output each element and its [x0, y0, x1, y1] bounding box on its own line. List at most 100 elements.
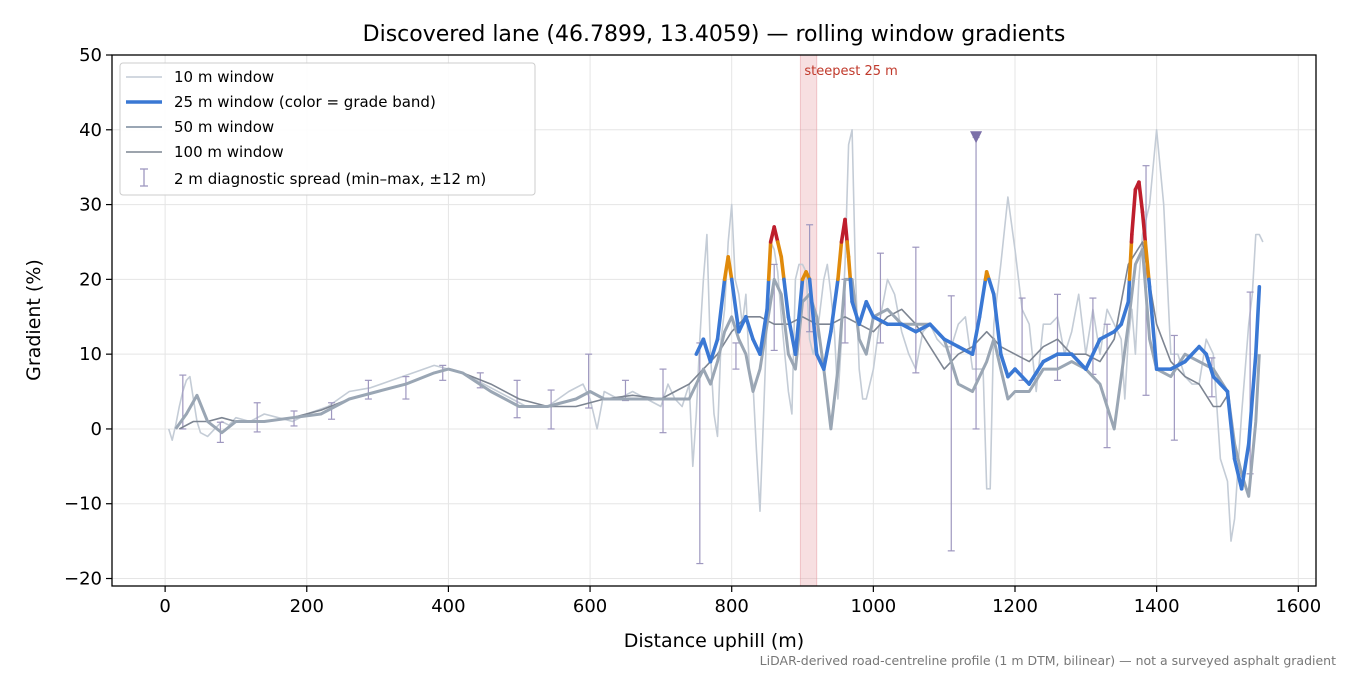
series-25m-segment [1254, 285, 1262, 356]
plot-frame [111, 54, 1317, 587]
y-tick-label: −20 [64, 569, 102, 590]
y-tick-label: 10 [79, 344, 102, 365]
series-25m-segment [775, 240, 784, 259]
series-25m-segment [1147, 285, 1159, 371]
series-25m-segment [899, 322, 918, 334]
legend-label-errorbar: 2 m diagnostic spread (min–max, ±12 m) [174, 170, 486, 188]
y-axis: −20 −10 0 10 20 30 40 50 [64, 45, 112, 590]
x-tick-label: 1400 [1134, 596, 1180, 617]
legend-swatch-errorbar [140, 168, 148, 187]
series-25m-segment [970, 314, 982, 356]
series-25m-segment [807, 277, 819, 356]
error-bar [912, 246, 920, 374]
peak-marker-triangle [970, 131, 983, 144]
x-tick-label: 200 [290, 596, 324, 617]
error-bar [253, 402, 261, 433]
error-bar [585, 353, 593, 409]
error-bar [402, 375, 410, 400]
series-25m-segment [864, 300, 876, 319]
error-bar [732, 342, 740, 370]
series-25m-segment [1169, 359, 1187, 371]
x-tick-label: 0 [159, 596, 170, 617]
y-tick-label: −10 [64, 494, 102, 515]
x-tick-label: 1000 [850, 596, 896, 617]
series-25m-segment [1239, 442, 1251, 491]
series-25m-segment [843, 217, 849, 244]
series-25m-segment [914, 322, 932, 334]
x-tick-label: 1600 [1275, 596, 1321, 617]
legend-box [119, 62, 536, 196]
series-25m-segment [772, 225, 780, 244]
y-tick-label: 50 [79, 45, 102, 66]
series-25m-segment [1140, 210, 1148, 244]
series-25m-segment [977, 277, 988, 319]
series-25m-segment [821, 329, 833, 371]
series-25m-segment [956, 344, 975, 356]
y-tick-label: 40 [79, 120, 102, 141]
error-bar [547, 389, 555, 430]
series-25m-segment [1098, 329, 1116, 341]
x-tick-label: 600 [573, 596, 607, 617]
series-25m-segment [1232, 457, 1244, 491]
series-25m-segment [1069, 352, 1088, 371]
x-tick-label: 1200 [992, 596, 1038, 617]
series-25m-segment [1246, 352, 1258, 446]
series-25m-segment [782, 277, 791, 319]
series-25m-segment [836, 240, 844, 282]
series-25m-segment [708, 337, 720, 364]
error-bar [1053, 293, 1061, 381]
chart-title: Discovered lane (46.7899, 13.4059) — rol… [363, 22, 1066, 47]
steepest-span-label: steepest 25 m [804, 64, 897, 79]
y-tick-label: 30 [79, 195, 102, 216]
series-25m-segment [1204, 352, 1216, 379]
legend-label-100m: 100 m window [174, 143, 284, 161]
series-25m-segment [766, 240, 773, 282]
series-25m-segment [736, 314, 748, 334]
legend-label-25m: 25 m window (color = grade band) [174, 93, 436, 111]
series-25m-segment [793, 277, 805, 356]
error-bar [364, 379, 372, 400]
series-25m-segment [871, 314, 890, 327]
series-25m-segment [701, 337, 713, 364]
footnote: LiDAR-derived road-centreline profile (1… [760, 653, 1336, 668]
legend-label-10m: 10 m window [174, 68, 274, 86]
series-25m-segment [1127, 240, 1134, 282]
series-25m-segment [779, 255, 786, 282]
legend-label-50m: 50 m window [174, 118, 274, 136]
series-25m-segment [1027, 359, 1046, 386]
y-axis-label: Gradient (%) [23, 259, 45, 381]
error-bar [659, 368, 667, 434]
error-bar [876, 252, 884, 344]
series-25m-segment [1183, 344, 1201, 364]
series-25m-segment [744, 314, 755, 341]
series-25m-segment [991, 292, 1003, 356]
error-bar [947, 295, 955, 552]
x-tick-label: 400 [431, 596, 465, 617]
series-25m-segment [845, 240, 851, 259]
series-25m-segment [758, 307, 769, 356]
series-25m-segment [1137, 180, 1145, 214]
series-50m-line [174, 248, 1261, 498]
error-bar [513, 379, 521, 419]
series-25m-segment [1041, 352, 1060, 364]
series-25m-segment [726, 255, 734, 282]
series-25m-segment [1119, 300, 1131, 327]
series-25m-segment [846, 255, 853, 282]
series-25m-segment [942, 337, 961, 349]
series-25m-segment [715, 277, 727, 341]
series-25m-segment [987, 277, 996, 297]
series-25m-segment [850, 300, 861, 327]
series-25m-segment [857, 300, 869, 327]
y-tick-label: 20 [79, 269, 102, 290]
legend: 10 m window 25 m window (color = grade b… [119, 62, 536, 196]
error-bar [1170, 334, 1178, 441]
series-25m-segment [1013, 367, 1031, 386]
x-axis-label: Distance uphill (m) [624, 630, 804, 652]
x-tick-label: 800 [715, 596, 749, 617]
series-25m-segment [1084, 337, 1102, 371]
x-axis: 0 200 400 600 800 1000 1200 1400 1600 [159, 586, 1321, 617]
series-25m-segment [1130, 187, 1138, 237]
y-tick-label: 0 [91, 419, 102, 440]
series-25m-segment [928, 322, 946, 341]
